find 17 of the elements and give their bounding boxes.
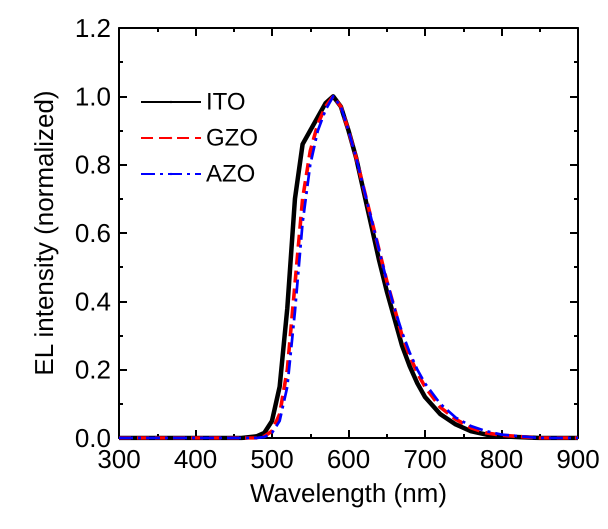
y-tick-label: 0.8: [74, 150, 111, 180]
x-tick-label: 700: [403, 444, 447, 474]
legend-label: AZO: [206, 160, 256, 188]
x-tick-label: 900: [556, 444, 600, 474]
legend-label: ITO: [206, 88, 246, 116]
x-tick-label: 600: [326, 444, 370, 474]
y-axis-title: EL intensity (normalized): [29, 90, 59, 376]
y-tick-label: 0.4: [74, 286, 111, 316]
y-tick-label: 0.6: [74, 218, 111, 248]
x-tick-label: 800: [480, 444, 524, 474]
x-tick-label: 500: [250, 444, 294, 474]
legend-label: GZO: [206, 124, 258, 152]
x-axis-title: Wavelength (nm): [250, 478, 447, 508]
y-tick-label: 1.0: [74, 81, 111, 112]
y-tick-label: 1.2: [74, 13, 111, 43]
y-tick-label: 0.2: [74, 354, 111, 385]
x-tick-label: 400: [174, 444, 218, 474]
